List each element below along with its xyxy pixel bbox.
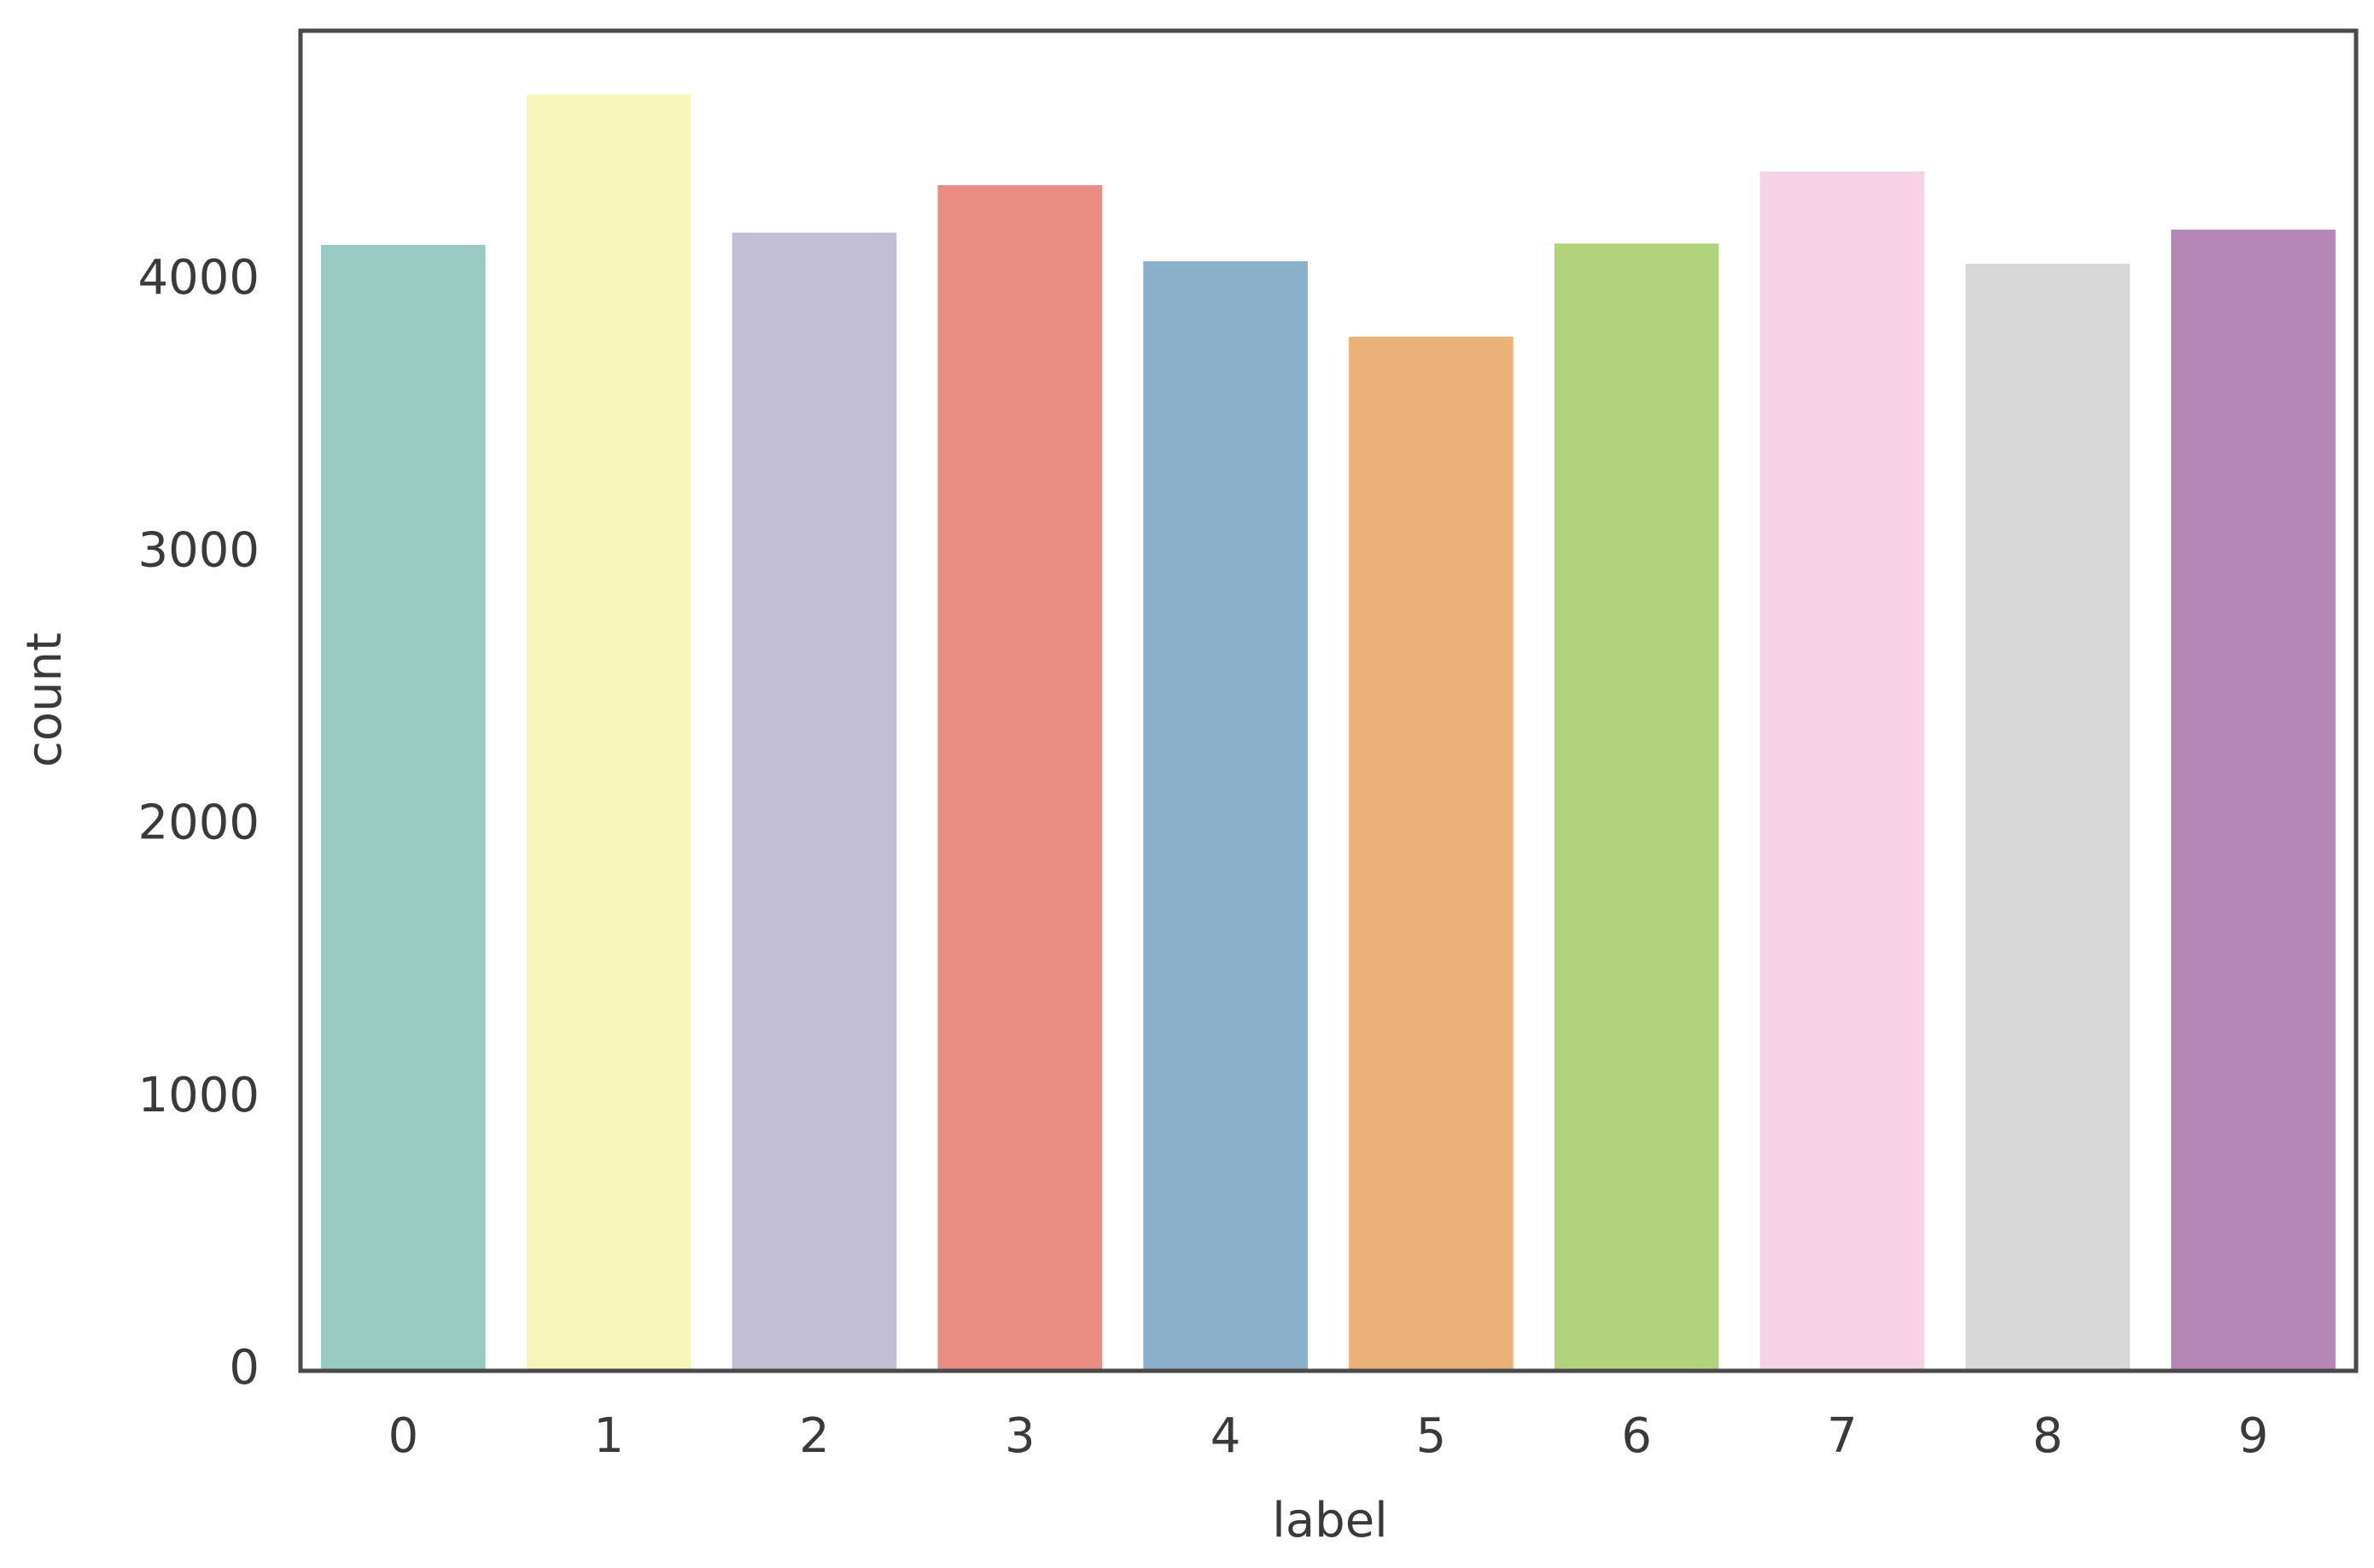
x-tick-label: 0: [388, 1408, 419, 1464]
bar: [526, 94, 691, 1372]
bar: [321, 244, 486, 1371]
x-tick-label: 8: [2033, 1408, 2063, 1464]
x-tick-label: 6: [1621, 1408, 1652, 1464]
bar: [1143, 261, 1308, 1371]
x-tick-label: 4: [1210, 1408, 1241, 1464]
bar: [1554, 243, 1719, 1372]
x-tick-label: 3: [1005, 1408, 1035, 1464]
axes-frame: [298, 28, 2359, 1373]
x-tick-label: 1: [593, 1408, 624, 1464]
x-tick-label: 7: [1827, 1408, 1858, 1464]
bar: [1759, 172, 1925, 1372]
bar: [2171, 230, 2336, 1372]
x-tick-label: 9: [2238, 1408, 2269, 1464]
y-tick-label: 1000: [137, 1068, 260, 1123]
y-tick-label: 4000: [137, 250, 260, 306]
x-tick-label: 2: [799, 1408, 830, 1464]
bar: [937, 185, 1103, 1372]
bar: [732, 232, 897, 1371]
x-tick-label: 5: [1416, 1408, 1447, 1464]
bar: [1349, 336, 1514, 1371]
bar: [1965, 263, 2131, 1372]
x-axis-label: label: [1272, 1493, 1387, 1548]
y-tick-label: 0: [229, 1340, 260, 1396]
y-axis-label: count: [17, 632, 73, 767]
y-tick-label: 2000: [137, 796, 260, 851]
y-tick-label: 3000: [137, 522, 260, 578]
